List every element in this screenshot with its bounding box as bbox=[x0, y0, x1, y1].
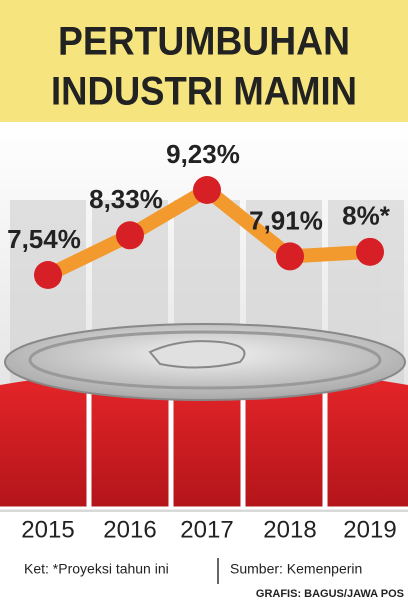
value-label: 7,54% bbox=[7, 224, 81, 254]
value-label: 8,33% bbox=[89, 184, 163, 214]
data-point bbox=[34, 261, 62, 289]
x-tick-label: 2019 bbox=[343, 516, 396, 543]
x-tick-label: 2016 bbox=[103, 516, 156, 543]
data-point bbox=[276, 242, 304, 271]
can-ridges bbox=[86, 380, 328, 508]
can-rim bbox=[28, 330, 382, 390]
value-label: 8%* bbox=[342, 201, 391, 231]
chart-title: PERTUMBUHAN bbox=[58, 20, 350, 64]
title-band bbox=[0, 0, 408, 122]
x-tick-label: 2018 bbox=[263, 516, 316, 543]
chart-title: INDUSTRI MAMIN bbox=[51, 70, 357, 114]
data-point bbox=[193, 176, 221, 204]
credit: GRAFIS: BAGUS/JAWA POS bbox=[256, 588, 404, 600]
x-tick-label: 2015 bbox=[21, 516, 74, 543]
value-label: 7,91% bbox=[249, 205, 323, 235]
pull-tab bbox=[148, 340, 246, 369]
value-label: 9,23% bbox=[166, 139, 240, 169]
source: Sumber: Kemenperin bbox=[230, 561, 362, 577]
x-tick-label: 2017 bbox=[180, 516, 233, 543]
data-point bbox=[356, 237, 384, 266]
can-body bbox=[0, 367, 408, 508]
note: Ket: *Proyeksi tahun ini bbox=[24, 561, 169, 577]
data-point bbox=[116, 221, 144, 250]
